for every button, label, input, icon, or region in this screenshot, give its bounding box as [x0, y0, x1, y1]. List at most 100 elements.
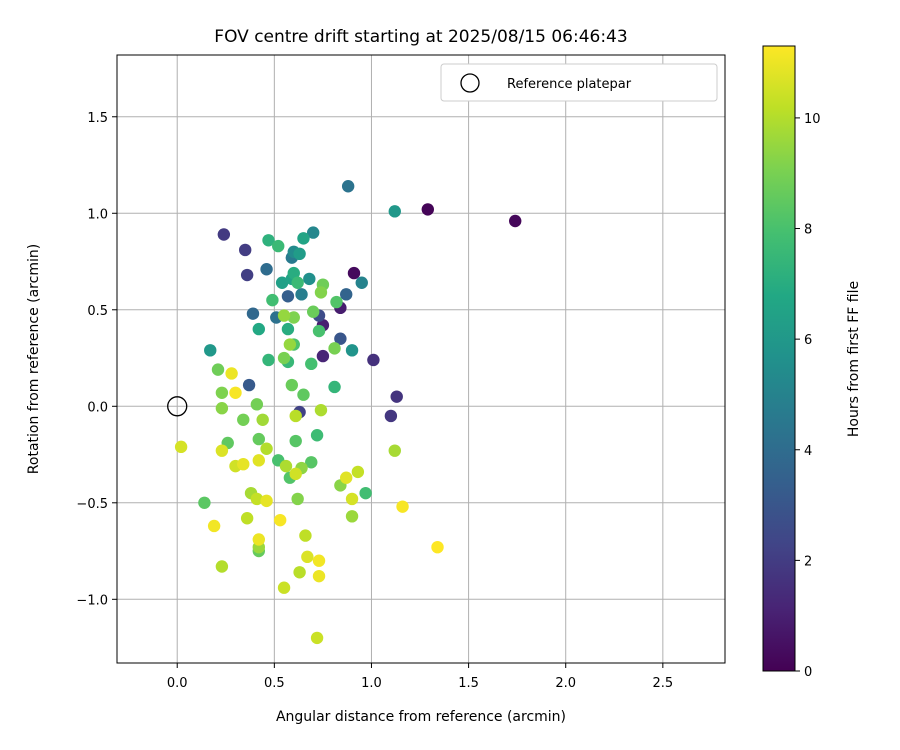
data-point	[277, 581, 291, 594]
legend-reference-marker	[460, 73, 480, 93]
data-point	[237, 457, 250, 471]
data-point	[240, 268, 254, 282]
data-point	[328, 380, 341, 394]
data-point	[334, 332, 347, 345]
data-point	[289, 409, 302, 423]
data-point	[291, 492, 304, 506]
y-tick-label: 0.5	[87, 304, 108, 319]
x-axis-ticks: 0.0 0.5 1.0 1.5 2.0 2.5	[167, 663, 673, 691]
grid-lines	[117, 55, 725, 663]
data-point	[431, 540, 444, 554]
data-point	[384, 409, 398, 423]
data-point	[266, 293, 279, 307]
data-point	[174, 440, 188, 454]
data-point	[367, 353, 380, 367]
data-point	[281, 322, 295, 336]
x-tick-label: 2.0	[555, 676, 576, 691]
y-axis-ticks: −1.0 −0.5 0.0 0.5 1.0 1.5	[76, 111, 117, 608]
reference-marker-group	[167, 396, 188, 417]
colorbar-tick-label: 4	[804, 444, 812, 459]
data-point	[351, 465, 365, 479]
data-point	[252, 533, 266, 546]
data-point	[341, 180, 355, 193]
legend-box	[440, 63, 718, 102]
data-point	[295, 288, 308, 301]
data-point	[289, 467, 302, 481]
data-point	[283, 338, 297, 351]
data-point	[281, 290, 295, 303]
y-tick-label: 1.5	[87, 111, 108, 126]
x-axis-label: Angular distance from reference (arcmin)	[276, 709, 566, 725]
y-axis-label: Rotation from reference (arcmin)	[26, 244, 42, 474]
x-tick-label: 1.0	[361, 676, 382, 691]
y-tick-label: 1.0	[87, 207, 108, 222]
data-point	[301, 550, 314, 564]
data-point	[297, 232, 310, 245]
data-point	[215, 444, 229, 457]
data-point	[279, 459, 293, 473]
data-point	[207, 519, 221, 533]
data-point	[229, 386, 242, 399]
data-point	[277, 309, 291, 322]
data-point	[275, 276, 289, 289]
colorbar-tick-label: 2	[804, 554, 812, 569]
data-point	[305, 357, 318, 371]
colorbar-tick-label: 6	[804, 333, 812, 348]
y-tick-label: −0.5	[76, 497, 108, 512]
legend: Reference platepar	[440, 63, 718, 102]
data-point	[204, 344, 217, 357]
data-point	[330, 295, 343, 309]
data-point	[355, 276, 368, 289]
data-point	[306, 305, 320, 318]
x-tick-label: 0.0	[167, 676, 188, 691]
y-tick-label: −1.0	[76, 593, 108, 608]
data-point	[215, 402, 229, 415]
data-points	[174, 180, 522, 645]
data-point	[240, 512, 254, 525]
data-point	[310, 429, 324, 442]
data-point	[250, 398, 264, 411]
data-point	[293, 247, 306, 261]
data-point	[277, 351, 291, 365]
data-point	[242, 378, 256, 392]
data-point	[287, 266, 300, 280]
data-point	[246, 307, 260, 320]
x-tick-label: 2.5	[652, 676, 673, 691]
data-point	[252, 454, 266, 467]
data-point	[340, 288, 353, 301]
data-point	[262, 353, 275, 367]
x-tick-label: 1.5	[458, 676, 479, 691]
data-point	[217, 228, 231, 241]
colorbar: 0 2 4 6 8 10 Hours from first FF file	[762, 45, 862, 680]
reference-platepar-marker	[167, 396, 188, 417]
data-point	[509, 214, 522, 228]
data-point	[312, 569, 326, 583]
data-point	[215, 386, 229, 399]
data-point	[396, 500, 409, 513]
plot-frame	[116, 54, 726, 664]
data-point	[252, 432, 266, 446]
data-point	[345, 492, 359, 506]
colorbar-tick-label: 0	[804, 665, 812, 680]
data-point	[345, 344, 359, 357]
data-point	[328, 342, 341, 355]
legend-entry-reference-platepar: Reference platepar	[507, 77, 632, 92]
data-point	[273, 513, 287, 527]
data-point	[388, 205, 401, 218]
data-point	[345, 510, 359, 523]
data-point	[260, 494, 273, 508]
data-point	[306, 226, 320, 239]
data-point	[347, 266, 361, 280]
data-point	[359, 486, 372, 500]
data-point	[285, 378, 299, 392]
data-point	[256, 413, 269, 426]
data-point	[260, 263, 273, 276]
data-point	[310, 631, 324, 645]
data-point	[272, 239, 285, 253]
data-point	[239, 243, 252, 257]
chart-title: FOV centre drift starting at 2025/08/15 …	[214, 27, 627, 47]
x-tick-label: 0.5	[264, 676, 285, 691]
colorbar-tick-label: 10	[804, 112, 821, 127]
data-point	[293, 566, 306, 579]
data-point	[297, 388, 310, 401]
